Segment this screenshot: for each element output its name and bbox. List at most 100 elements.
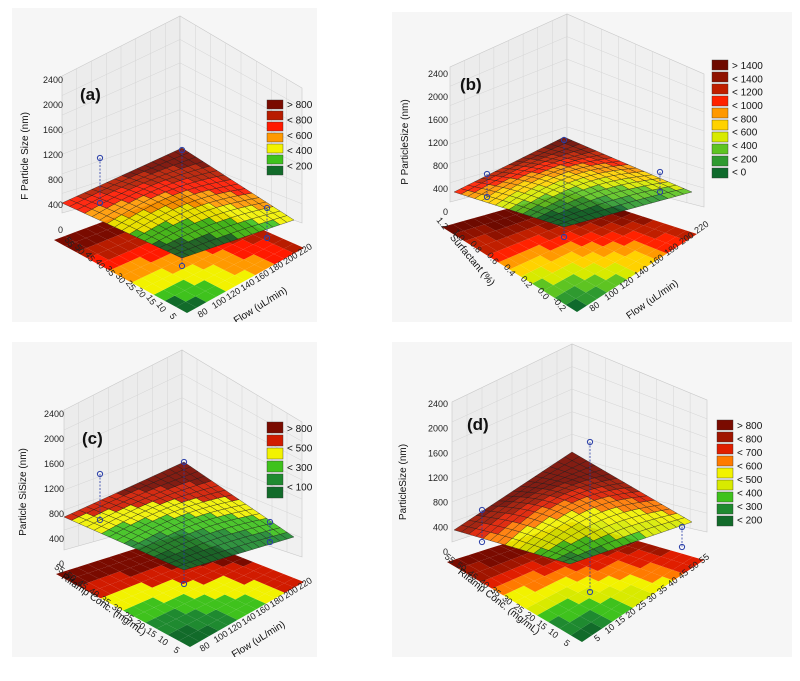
floor-contour-cell xyxy=(521,551,543,561)
floor-contour-cell xyxy=(119,567,141,577)
floor-contour-cell xyxy=(585,552,608,562)
floor-contour-cell xyxy=(183,274,205,286)
legend-swatch xyxy=(266,121,284,132)
z-tick-label: 800 xyxy=(49,509,64,519)
z-tick-label: 2000 xyxy=(428,424,448,434)
legend-swatch xyxy=(266,165,284,176)
floor-contour-cell xyxy=(204,589,225,600)
floor-contour-cell xyxy=(161,561,182,571)
floor-contour-cell xyxy=(243,570,264,580)
chart-panel-b: 0 400 800 1200 1600 2000 2400 P ParticleSize (n… xyxy=(392,12,792,322)
floor-contour-cell xyxy=(655,232,677,243)
floor-contour-cell xyxy=(207,619,228,631)
legend-label: < 600 xyxy=(287,131,313,142)
floor-contour-cell xyxy=(515,211,537,221)
floor-contour-cell xyxy=(166,618,187,630)
y-tick-label: 5 xyxy=(562,638,572,649)
panel-label: (d) xyxy=(467,415,489,434)
chart-panel-d: 0 400 800 1200 1600 2000 2400 ParticleSize (nm)… xyxy=(392,342,792,657)
wall-gridline xyxy=(451,411,708,463)
floor-contour-cell xyxy=(212,558,233,567)
floor-contour-cell xyxy=(119,559,141,568)
floor-contour-cell xyxy=(245,598,266,610)
floor-contour-cell xyxy=(517,229,539,239)
floor-contour-cell xyxy=(96,229,118,240)
legend-label: < 300 xyxy=(287,463,313,474)
data-point xyxy=(586,588,594,596)
floor-contour-cell xyxy=(153,593,174,603)
floor-contour-cell xyxy=(235,594,256,605)
floor-contour-cell xyxy=(164,295,186,307)
floor-contour-cell xyxy=(263,570,284,580)
floor-contour-cell xyxy=(475,244,498,256)
z-tick-label: 400 xyxy=(48,200,63,210)
floor-contour-cell xyxy=(671,553,693,564)
floor-contour-cell xyxy=(452,221,475,231)
wall-gridline xyxy=(61,62,303,127)
z-tick-label: 1200 xyxy=(428,138,448,148)
z-axis-label: P ParticleSize (nm) xyxy=(400,99,411,184)
floor-contour-cell xyxy=(598,575,620,587)
y-tick-label: 15 xyxy=(535,618,549,632)
z-tick-label: 2000 xyxy=(43,100,63,110)
wall-gridline xyxy=(449,36,705,94)
floor-contour-cell xyxy=(546,592,568,604)
floor-contour-cell xyxy=(551,256,573,268)
floor-contour-cell xyxy=(526,216,548,226)
floor-contour-cell xyxy=(196,614,218,626)
floor-contour-cell xyxy=(530,266,553,279)
x-tick-label: 80 xyxy=(198,640,212,654)
floor-contour-cell xyxy=(518,249,541,261)
chart-panel-a: 0 400 800 1200 1600 2000 2400 F Particle Size (… xyxy=(12,8,317,322)
floor-contour-cell xyxy=(253,249,275,260)
floor-contour-cell xyxy=(97,249,119,260)
floor-contour-cell xyxy=(155,613,176,624)
floor-contour-cell xyxy=(192,259,214,270)
wall-gridline xyxy=(451,388,708,443)
floor-contour-cell xyxy=(134,612,156,623)
data-point xyxy=(656,188,664,196)
floor-contour-cell xyxy=(254,574,274,585)
floor-contour-cell xyxy=(233,249,254,260)
floor-contour-cell xyxy=(494,209,516,219)
floor-contour-cell xyxy=(559,231,581,242)
floor-contour-cell xyxy=(172,269,194,280)
floor-contour-cell xyxy=(634,234,656,245)
floor-contour-cell xyxy=(602,231,624,242)
floor-contour-cell xyxy=(163,598,185,609)
floor-contour-cell xyxy=(64,232,86,243)
floor-contour-cell xyxy=(121,596,143,607)
floor-contour-cell xyxy=(142,283,164,295)
legend-swatch xyxy=(711,143,729,155)
floor-contour-cell xyxy=(188,630,209,642)
data-point xyxy=(266,538,274,546)
floor-contour-cell xyxy=(206,609,227,620)
floor-contour-cell xyxy=(98,566,120,576)
legend-swatch xyxy=(266,110,284,121)
floor-contour-cell xyxy=(600,597,622,610)
legend-label: < 1000 xyxy=(732,101,763,112)
floor-contour-cell xyxy=(580,231,603,242)
floor-contour-cell xyxy=(603,251,625,263)
floor-contour-cell xyxy=(172,575,193,585)
floor-contour-cell xyxy=(99,584,121,595)
y-tick-label: 10 xyxy=(546,626,560,640)
legend: > 1400 < 1400 < 1200 < 1000 < 800 < 600 < 400 <… xyxy=(711,59,763,179)
floor-contour-cell xyxy=(532,278,554,291)
floor-contour-cell xyxy=(549,235,571,246)
wall-gridline xyxy=(61,86,303,147)
legend-label: < 1200 xyxy=(732,88,763,99)
floor-contour-cell xyxy=(622,221,644,231)
data-point xyxy=(678,523,686,531)
wall-gridline xyxy=(451,434,708,483)
floor-contour-cell xyxy=(578,598,601,610)
floor-contour-cell xyxy=(162,579,183,589)
z-tick-label: 0 xyxy=(59,559,64,569)
floor-contour-cell xyxy=(244,264,265,276)
floor-contour-cell xyxy=(511,555,533,566)
x-tick-label: 220 xyxy=(296,575,314,591)
floor-contour-cell xyxy=(631,589,654,601)
y-tick-label: 25 xyxy=(122,610,136,624)
z-tick-label: 1200 xyxy=(44,484,64,494)
floor-contour-cell xyxy=(623,230,645,241)
